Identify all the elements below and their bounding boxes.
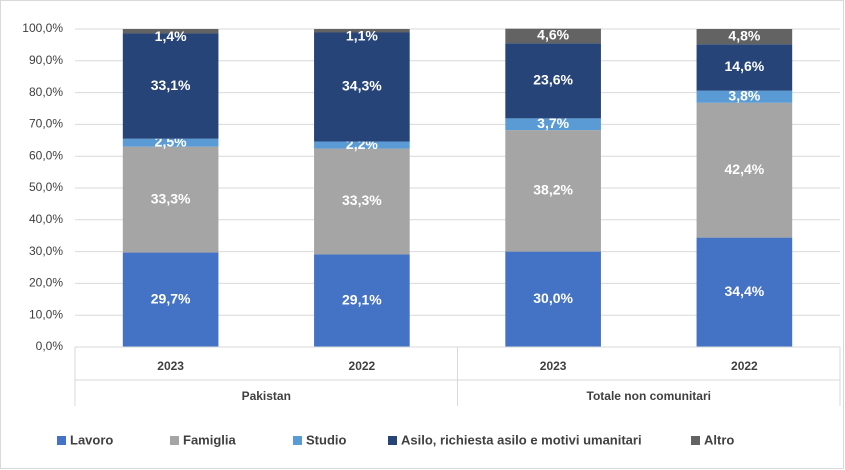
bar-segment (505, 118, 601, 131)
bar-segment (505, 43, 601, 119)
legend-swatch (57, 436, 66, 445)
y-tick-label: 60,0% (29, 148, 63, 162)
y-tick-label: 70,0% (29, 117, 63, 131)
legend-label: Studio (306, 432, 346, 447)
bar-segment (314, 148, 410, 255)
value-label: 42,4% (725, 161, 765, 177)
bar-segment (122, 252, 219, 347)
legend-label: Lavoro (70, 432, 113, 447)
y-tick-label: 20,0% (29, 276, 63, 290)
bar-segment (122, 29, 219, 34)
y-tick-label: 10,0% (29, 307, 63, 321)
value-label: 33,3% (151, 190, 191, 206)
group-label: Pakistan (242, 389, 291, 403)
value-label: 30,0% (533, 290, 573, 306)
bar-segment (505, 28, 601, 44)
bar-segment (696, 29, 793, 45)
bar-segment (314, 29, 410, 33)
bar-segment (696, 90, 793, 103)
bar-segment (505, 130, 601, 252)
bar-segment (696, 44, 793, 91)
legend-swatch (388, 436, 397, 445)
value-label: 38,2% (533, 182, 573, 198)
legend-swatch (293, 436, 302, 445)
bar-segment (122, 33, 219, 139)
value-label: 14,6% (725, 58, 765, 74)
legend-label: Famiglia (183, 432, 237, 447)
y-tick-label: 90,0% (29, 53, 63, 67)
x-tick-label: 2023 (540, 359, 567, 373)
value-label: 34,4% (725, 283, 765, 299)
value-label: 34,3% (342, 78, 382, 94)
bar-segment (505, 251, 601, 347)
y-tick-label: 80,0% (29, 85, 63, 99)
bar-segment (122, 138, 219, 147)
value-label: 33,1% (151, 77, 191, 93)
value-label: 3,8% (728, 87, 760, 103)
bar-segment (314, 254, 410, 347)
x-tick-label: 2022 (731, 359, 758, 373)
y-tick-label: 100,0% (22, 21, 63, 35)
value-label: 33,3% (342, 192, 382, 208)
value-label: 23,6% (533, 72, 573, 88)
value-label: 4,8% (728, 27, 760, 43)
value-label: 29,1% (342, 291, 382, 307)
y-tick-label: 0,0% (36, 339, 64, 353)
value-label: 1,1% (346, 27, 378, 43)
bar-segment (314, 32, 410, 142)
legend-label: Asilo, richiesta asilo e motivi umanitar… (401, 432, 642, 447)
bar-segment (696, 102, 793, 238)
y-tick-label: 30,0% (29, 244, 63, 258)
x-tick-label: 2023 (157, 359, 184, 373)
value-label: 1,4% (155, 28, 187, 44)
y-tick-label: 50,0% (29, 180, 63, 194)
x-tick-label: 2022 (349, 359, 376, 373)
legend-swatch (170, 436, 179, 445)
legend-swatch (691, 436, 700, 445)
bar-segment (314, 141, 410, 149)
value-label: 4,6% (537, 27, 569, 43)
value-label: 3,7% (537, 115, 569, 131)
y-tick-label: 40,0% (29, 212, 63, 226)
bar-segment (122, 146, 219, 253)
value-label: 29,7% (151, 290, 191, 306)
bar-segment (696, 237, 793, 347)
legend-label: Altro (704, 432, 734, 447)
group-label: Totale non comunitari (587, 389, 711, 403)
